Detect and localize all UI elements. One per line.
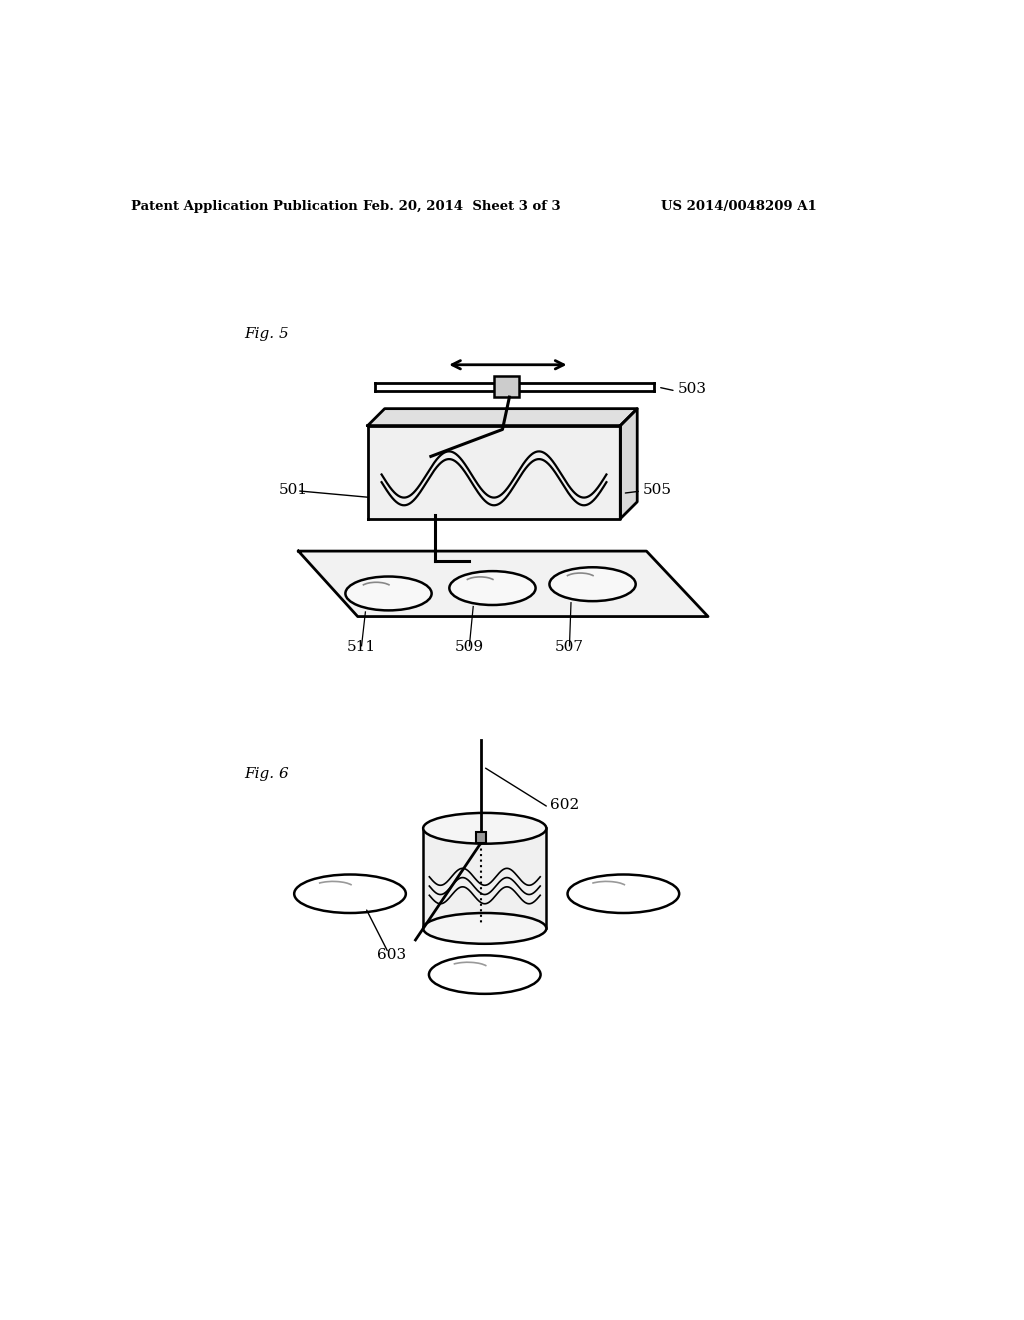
Text: US 2014/0048209 A1: US 2014/0048209 A1	[660, 199, 817, 213]
Polygon shape	[368, 409, 637, 425]
Polygon shape	[368, 425, 621, 519]
Text: 509: 509	[455, 640, 484, 655]
Ellipse shape	[345, 577, 432, 610]
Polygon shape	[423, 829, 547, 928]
Text: Fig. 6: Fig. 6	[245, 767, 289, 781]
Text: Patent Application Publication: Patent Application Publication	[131, 199, 358, 213]
Bar	[476, 832, 485, 843]
Text: 501: 501	[279, 483, 307, 496]
Ellipse shape	[550, 568, 636, 601]
Text: 507: 507	[555, 640, 584, 655]
Text: Fig. 5: Fig. 5	[245, 327, 289, 341]
Bar	[494, 376, 518, 397]
Ellipse shape	[423, 813, 547, 843]
Ellipse shape	[294, 875, 406, 913]
Text: Feb. 20, 2014  Sheet 3 of 3: Feb. 20, 2014 Sheet 3 of 3	[362, 199, 560, 213]
Ellipse shape	[450, 572, 536, 605]
Ellipse shape	[429, 956, 541, 994]
Text: 503: 503	[677, 383, 707, 396]
Ellipse shape	[423, 913, 547, 944]
Text: 603: 603	[377, 948, 407, 962]
Polygon shape	[298, 552, 708, 616]
Polygon shape	[621, 409, 637, 519]
Text: 602: 602	[550, 799, 580, 812]
Ellipse shape	[567, 875, 679, 913]
Text: 511: 511	[347, 640, 376, 655]
Text: 505: 505	[643, 483, 672, 496]
